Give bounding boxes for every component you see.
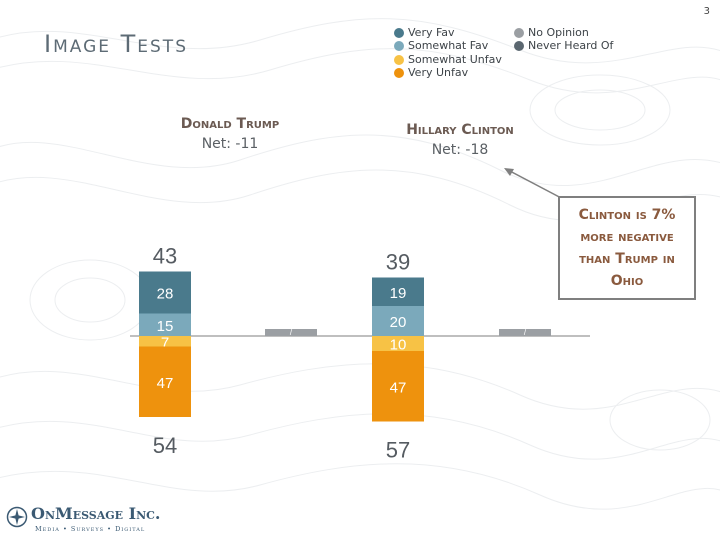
neutral-bar-label: /: [524, 328, 527, 337]
candidate-net: Net: -18: [431, 142, 489, 158]
legend-swatch-icon: [394, 27, 404, 38]
bar-value-label: 19: [390, 285, 407, 302]
callout-line: more negative: [580, 229, 674, 245]
legend-label: No Opinion: [528, 26, 589, 39]
candidate-name: Hillary Clinton: [406, 122, 514, 138]
arrow-head-icon: [504, 168, 514, 176]
callout-line: than Trump in: [579, 251, 675, 267]
page-number: 3: [703, 6, 710, 17]
legend-item-very-fav: Very Fav: [394, 26, 455, 39]
legend-item-no-opinion: No Opinion: [514, 26, 589, 39]
bar-segment: [139, 346, 191, 417]
legend-label: Very Fav: [408, 26, 455, 39]
legend-label: Somewhat Unfav: [408, 53, 502, 66]
legend-item-very-unfav: Very Unfav: [394, 66, 468, 79]
unfavorable-total-label: 57: [386, 438, 410, 463]
candidate-header-clinton: Hillary Clinton Net: -18: [385, 122, 535, 158]
bar-value-label: 10: [390, 337, 407, 354]
bar-segment: [139, 271, 191, 314]
legend-label: Never Heard Of: [528, 39, 614, 52]
neutral-bar: [265, 329, 317, 336]
bar-value-label: 28: [157, 286, 174, 303]
favorable-total-label: 43: [153, 244, 177, 269]
bar-segment: [139, 336, 191, 347]
bar-segment: [372, 351, 424, 422]
bar-value-label: 15: [157, 318, 174, 335]
legend-swatch-icon: [394, 40, 404, 51]
arrow-line: [507, 169, 566, 201]
logo-name: OnMessage Inc.: [31, 504, 161, 523]
legend-swatch-icon: [394, 54, 404, 65]
bar-segment: [139, 313, 191, 336]
bar-value-label: 7: [161, 334, 169, 351]
legend-label: Somewhat Fav: [408, 39, 489, 52]
compass-icon: [6, 506, 28, 528]
unfavorable-total-label: 54: [153, 433, 177, 458]
legend-item-somewhat-fav: Somewhat Fav: [394, 39, 488, 52]
bar-value-label: 20: [390, 314, 407, 331]
bar-value-label: 47: [157, 375, 174, 392]
callout-line: Ohio: [610, 273, 644, 289]
legend-label: Very Unfav: [408, 66, 469, 79]
legend-swatch-icon: [394, 67, 404, 78]
callout-box: Clinton is 7% more negative than Trump i…: [558, 196, 696, 300]
candidate-header-trump: Donald Trump Net: -11: [160, 116, 300, 152]
candidate-net: Net: -11: [201, 136, 259, 152]
neutral-bar: [499, 329, 551, 336]
candidate-name: Donald Trump: [180, 116, 280, 132]
legend-swatch-icon: [514, 40, 524, 51]
bar-segment: [372, 277, 424, 306]
legend-item-never-heard-of: Never Heard Of: [514, 39, 613, 52]
callout-line: Clinton is 7%: [578, 207, 676, 223]
favorable-total-label: 39: [386, 250, 410, 275]
neutral-bar-label: /: [290, 328, 293, 337]
bar-segment: [372, 336, 424, 351]
legend-swatch-icon: [514, 27, 524, 38]
slide-title: Image Tests: [44, 30, 188, 58]
logo-tagline: Media • Surveys • Digital: [35, 525, 146, 533]
bar-segment: [372, 306, 424, 336]
bar-value-label: 47: [390, 379, 407, 396]
legend-item-somewhat-unfav: Somewhat Unfav: [394, 53, 502, 66]
